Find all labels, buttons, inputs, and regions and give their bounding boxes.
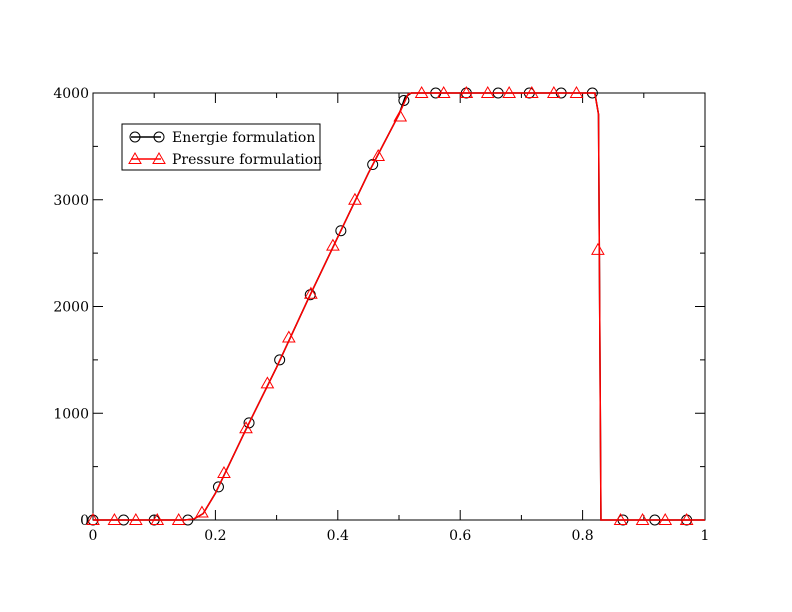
legend-box (121, 123, 321, 171)
data-point (591, 242, 605, 255)
x-tick-labels: 0 0.2 0.4 0.6 0.8 1 (89, 528, 710, 544)
legend-marker (153, 131, 165, 143)
data-point (546, 85, 561, 98)
x-tick-label: 0.6 (449, 528, 471, 544)
data-point (371, 148, 386, 161)
data-point (613, 512, 628, 525)
data-point (436, 85, 451, 98)
data-point (393, 109, 408, 122)
x-tick-label: 0.4 (327, 528, 349, 544)
legend-label: Pressure formulation (172, 152, 322, 168)
data-point (304, 286, 318, 299)
data-point (86, 512, 100, 525)
data-point (658, 512, 673, 525)
data-point (217, 466, 231, 479)
data-point (281, 330, 296, 343)
data-point (502, 85, 517, 98)
data-point (239, 421, 253, 434)
x-tick-label: 0.8 (571, 528, 593, 544)
axis-ticks (92, 92, 706, 521)
legend-marker (152, 151, 166, 164)
series-pressure (86, 85, 705, 525)
legend-marker (129, 131, 141, 143)
data-point (195, 505, 209, 518)
data-point (524, 85, 539, 98)
y-tick-label: 0 (80, 513, 89, 529)
legend-label: Energie formulation (172, 130, 315, 146)
series-line (93, 92, 705, 521)
data-point (335, 225, 347, 237)
data-point (150, 512, 165, 525)
y-tick-label: 4000 (53, 86, 89, 102)
data-point (212, 481, 224, 493)
data-point (459, 85, 474, 98)
data-point (274, 354, 286, 366)
x-tick-label: 1 (701, 528, 710, 544)
data-point (569, 85, 584, 98)
data-point (326, 238, 340, 251)
x-tick-label: 0.2 (204, 528, 226, 544)
data-point (414, 85, 429, 98)
data-point (128, 512, 143, 525)
data-point (398, 94, 410, 106)
y-tick-label: 1000 (53, 406, 89, 422)
legend: Energie formulation Pressure formulation (121, 123, 322, 171)
data-point (107, 512, 122, 525)
data-point (480, 85, 495, 98)
data-point (171, 512, 186, 525)
x-tick-label: 0 (89, 528, 98, 544)
legend-marker (128, 151, 142, 164)
data-point (635, 512, 650, 525)
data-point (679, 512, 694, 525)
y-tick-label: 3000 (53, 193, 89, 209)
plot-series (86, 85, 705, 526)
data-point (348, 192, 362, 205)
data-point (260, 376, 275, 389)
y-tick-label: 2000 (53, 300, 89, 316)
y-tick-labels: 0 1000 2000 3000 4000 (53, 86, 89, 529)
